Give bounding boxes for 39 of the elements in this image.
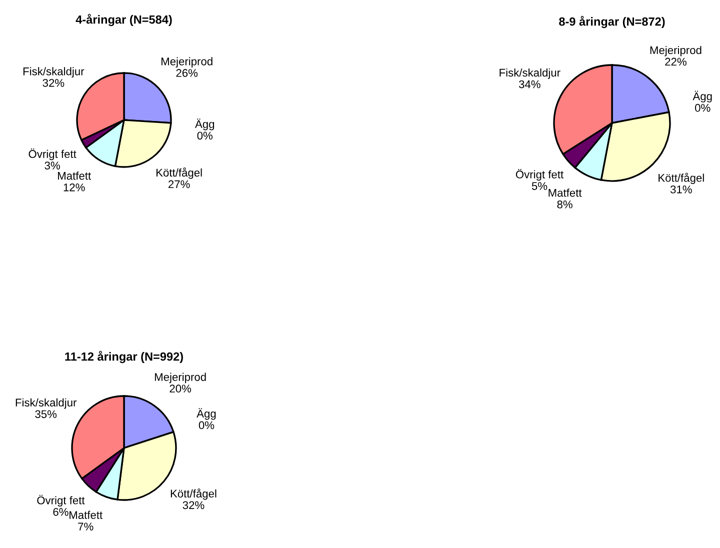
- slice-label: Kött/fågel: [170, 488, 216, 500]
- data-label: 32%: [182, 501, 204, 510]
- chart-title: 11-12 åringar (N=992): [65, 350, 183, 364]
- slice-label: Mejeriprod: [650, 46, 702, 56]
- data-label: 27%: [168, 180, 190, 188]
- category-label: Ägg: [195, 118, 214, 130]
- slice-label: Kött/fågel: [658, 172, 704, 184]
- data-label: 22%: [665, 58, 686, 66]
- text: 0%: [198, 421, 214, 430]
- slice-label: Fisk/skaldjur: [23, 67, 84, 78]
- slice-label: Övrigt fett: [28, 148, 76, 160]
- slice-label: Fisk/skaldjur: [16, 398, 77, 409]
- slice-label: Mejeriprod: [154, 372, 206, 384]
- data-label: 5%: [532, 182, 548, 190]
- slice-label: Kött/fågel: [156, 168, 202, 179]
- slice-label: Matfett: [58, 172, 91, 180]
- data-label: 34%: [518, 80, 540, 88]
- data-label: 26%: [176, 69, 198, 77]
- slice-label: Fisk/skaldjur: [500, 68, 560, 79]
- data-label: 20%: [170, 384, 192, 393]
- text: 0%: [197, 132, 212, 140]
- data-label: 3%: [44, 162, 60, 170]
- slice-label: Övrigt fett: [516, 169, 564, 181]
- slice-label: Matfett: [548, 188, 582, 197]
- chart-title: 8-9 åringar (N=872): [559, 16, 665, 28]
- data-label: 7%: [78, 522, 94, 530]
- data-label: 12%: [64, 183, 85, 192]
- text: 0%: [695, 104, 710, 112]
- slice-label: Matfett: [70, 510, 103, 519]
- category-label: Ägg: [692, 90, 712, 102]
- data-label: 8%: [557, 200, 572, 208]
- data-label: 32%: [42, 78, 64, 87]
- chart-title: 4-åringar (N=584): [76, 14, 172, 26]
- data-label: 6%: [53, 508, 68, 516]
- slice-label: Övrigt fett: [37, 494, 85, 507]
- data-label: 35%: [35, 410, 57, 418]
- category-label: Ägg: [196, 408, 216, 420]
- slice-label: Mejeriprod: [162, 57, 212, 68]
- data-label: 31%: [670, 186, 692, 194]
